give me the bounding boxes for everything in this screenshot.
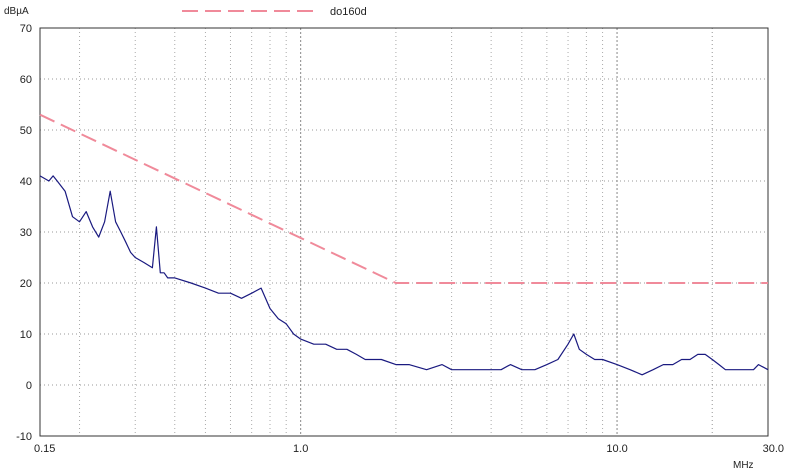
y-tick-label: 60 bbox=[20, 74, 32, 86]
y-axis-label: dBµA bbox=[4, 6, 29, 17]
y-tick-label: 40 bbox=[20, 176, 32, 188]
series-line-do160d bbox=[39, 113, 768, 284]
x-tick-label: 1.0 bbox=[293, 443, 308, 455]
x-axis-label: MHz bbox=[733, 460, 754, 471]
legend-label-do160d: do160d bbox=[330, 6, 367, 18]
y-tick-label: 30 bbox=[20, 227, 32, 239]
y-tick-label: 70 bbox=[20, 23, 32, 35]
series-line-measurement bbox=[39, 175, 769, 376]
grid-lines bbox=[40, 28, 769, 436]
y-axis: -10 0 10 20 30 40 50 60 70 bbox=[16, 23, 32, 443]
y-tick-label: 50 bbox=[20, 125, 32, 137]
y-tick-label: 10 bbox=[20, 329, 32, 341]
x-tick-label: 10.0 bbox=[606, 443, 627, 455]
y-tick-label: -10 bbox=[16, 431, 32, 443]
x-tick-label: 0.15 bbox=[34, 443, 55, 455]
legend: do160d bbox=[182, 6, 367, 18]
x-axis: 0.15 1.0 10.0 30.0 bbox=[34, 443, 784, 455]
x-tick-label: 30.0 bbox=[763, 443, 784, 455]
series-group bbox=[39, 113, 769, 376]
plot-frame bbox=[39, 27, 769, 437]
y-tick-label: 0 bbox=[26, 380, 32, 392]
y-tick-label: 20 bbox=[20, 278, 32, 290]
